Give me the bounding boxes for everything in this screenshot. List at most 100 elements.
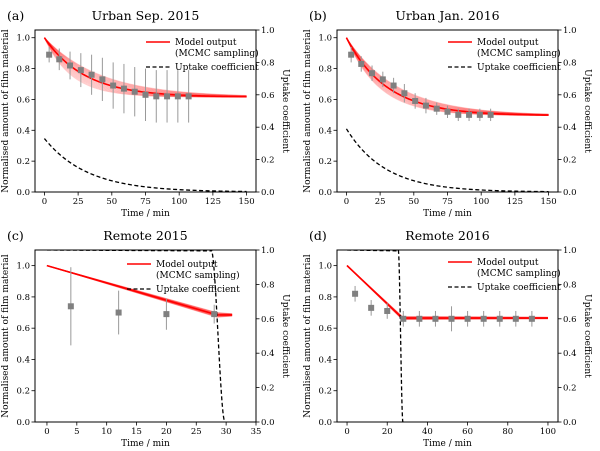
model-sample-line [346, 37, 549, 115]
legend-uptake-label: Uptake coefficient [477, 63, 561, 73]
plot-area [46, 250, 233, 422]
y-tick-label: 0.2 [16, 157, 30, 167]
legend-uptake-label: Uptake coefficient [477, 283, 561, 293]
y2-tick-label: 0.0 [261, 188, 275, 198]
y2-tick-label: 0.6 [563, 315, 577, 325]
x-axis-label: Time / min [121, 209, 170, 219]
y2-tick-label: 0.8 [261, 280, 275, 290]
y-tick-label: 0.0 [318, 418, 332, 428]
legend-model-label: Model output (MCMC sampling) [175, 38, 259, 59]
uptake-coefficient-line [347, 250, 404, 422]
model-sample-line [346, 37, 549, 115]
y2-tick-label: 0.6 [563, 91, 577, 101]
y2-tick-label: 0.0 [563, 188, 577, 198]
chart-title: Remote 2016 [405, 228, 489, 243]
y-tick-label: 0.6 [16, 95, 30, 105]
panel-d: 0 20 40 60 80 100 0.0 0.2 0.4 0.6 0.8 1.0 0.0 0.2 0.4 0… [303, 228, 592, 449]
y2-tick-label: 0.2 [563, 384, 577, 394]
observation-point [67, 62, 74, 69]
observation-point [390, 82, 397, 89]
observation-point [401, 90, 408, 97]
y-axis-label: Normalised amount of film material [1, 29, 11, 192]
y-axis-label: Normalised amount of film material [1, 254, 11, 417]
observation-point [120, 85, 127, 92]
observation-point [412, 97, 419, 104]
x-tick-label: 75 [442, 197, 453, 207]
observation-point [88, 71, 95, 78]
x-tick-label: 40 [422, 427, 433, 437]
y-tick-label: 0.2 [318, 157, 332, 167]
legend-uptake-label: Uptake coefficient [175, 63, 259, 73]
y2-tick-label: 0.0 [261, 418, 275, 428]
legend: Model output (MCMC sampling) Uptake coeffi… [127, 260, 240, 295]
observation-point [496, 315, 503, 322]
observation-point [142, 91, 149, 98]
y2-tick-label: 1.0 [563, 246, 577, 256]
observation-point [110, 82, 117, 89]
observation-point [487, 111, 494, 118]
y2-tick-label: 0.8 [563, 280, 577, 290]
x-tick-label: 125 [507, 197, 523, 207]
y2-tick-label: 1.0 [563, 26, 577, 36]
observation-point [153, 93, 160, 100]
observation-point [476, 111, 483, 118]
model-sample-line [346, 37, 549, 115]
legend: Model output (MCMC sampling) Uptake coeffi… [448, 38, 561, 73]
x-tick-label: 50 [408, 197, 419, 207]
x-tick-label: 0 [344, 427, 349, 437]
y-tick-label: 0.0 [16, 418, 30, 428]
y-tick-label: 1.0 [16, 262, 30, 272]
panel-c: 0 5 10 15 20 25 30 350.00.20.40.60.81.00.00.20.… [1, 228, 290, 449]
observation-point [211, 311, 218, 318]
observation-point [56, 56, 63, 63]
observation-point [400, 315, 407, 322]
y-tick-label: 0.8 [318, 293, 332, 303]
legend: Model output (MCMC sampling) Uptake coeffi… [448, 258, 561, 293]
observation-point [448, 315, 455, 322]
observation-point [99, 76, 106, 83]
y-tick-label: 1.0 [318, 34, 332, 44]
y2-tick-label: 0.4 [563, 349, 577, 359]
legend-uptake-label: Uptake coefficient [156, 285, 240, 295]
uptake-coefficient-line [43, 138, 247, 192]
y2-tick-label: 0.6 [261, 91, 275, 101]
x-tick-label: 10 [101, 427, 112, 437]
x-tick-label: 0 [44, 427, 49, 437]
y2-tick-label: 0.4 [261, 349, 275, 359]
x-tick-label: 100 [473, 197, 489, 207]
y-axis-label: Normalised amount of film material [303, 29, 313, 192]
legend-model-label: Model output (MCMC sampling) [477, 38, 561, 59]
y2-tick-label: 0.0 [563, 418, 577, 428]
observation-point [368, 304, 375, 311]
y-tick-label: 0.0 [318, 188, 332, 198]
x-tick-label: 25 [375, 197, 386, 207]
chart-title: Urban Jan. 2016 [395, 8, 499, 23]
y2-tick-label: 0.4 [261, 123, 275, 133]
x-tick-label: 20 [161, 427, 172, 437]
x-tick-label: 150 [540, 197, 556, 207]
observation-point [422, 102, 429, 109]
x-axis-label: Time / min [121, 439, 170, 449]
uptake-coefficient-line [46, 250, 226, 422]
x-tick-label: 0 [42, 197, 47, 207]
legend: Model output (MCMC sampling) Uptake coeffi… [146, 38, 259, 73]
observation-point [348, 51, 355, 58]
y-tick-label: 0.4 [318, 126, 332, 136]
plot-area [345, 37, 549, 192]
observation-point [358, 60, 365, 67]
observation-point [455, 111, 462, 118]
panel-label: (d) [309, 228, 327, 243]
observation-point [512, 315, 519, 322]
x-axis-label: Time / min [423, 439, 472, 449]
x-tick-label: 20 [382, 427, 393, 437]
y-tick-label: 0.4 [318, 355, 332, 365]
observation-point [115, 309, 122, 316]
observation-point [416, 315, 423, 322]
uptake-coefficient-line [345, 128, 549, 192]
y2-tick-label: 0.6 [261, 315, 275, 325]
x-tick-label: 100 [171, 197, 187, 207]
observation-point [131, 88, 138, 95]
y-tick-label: 0.4 [16, 355, 30, 365]
panel-label: (b) [309, 8, 327, 23]
observation-point [432, 315, 439, 322]
